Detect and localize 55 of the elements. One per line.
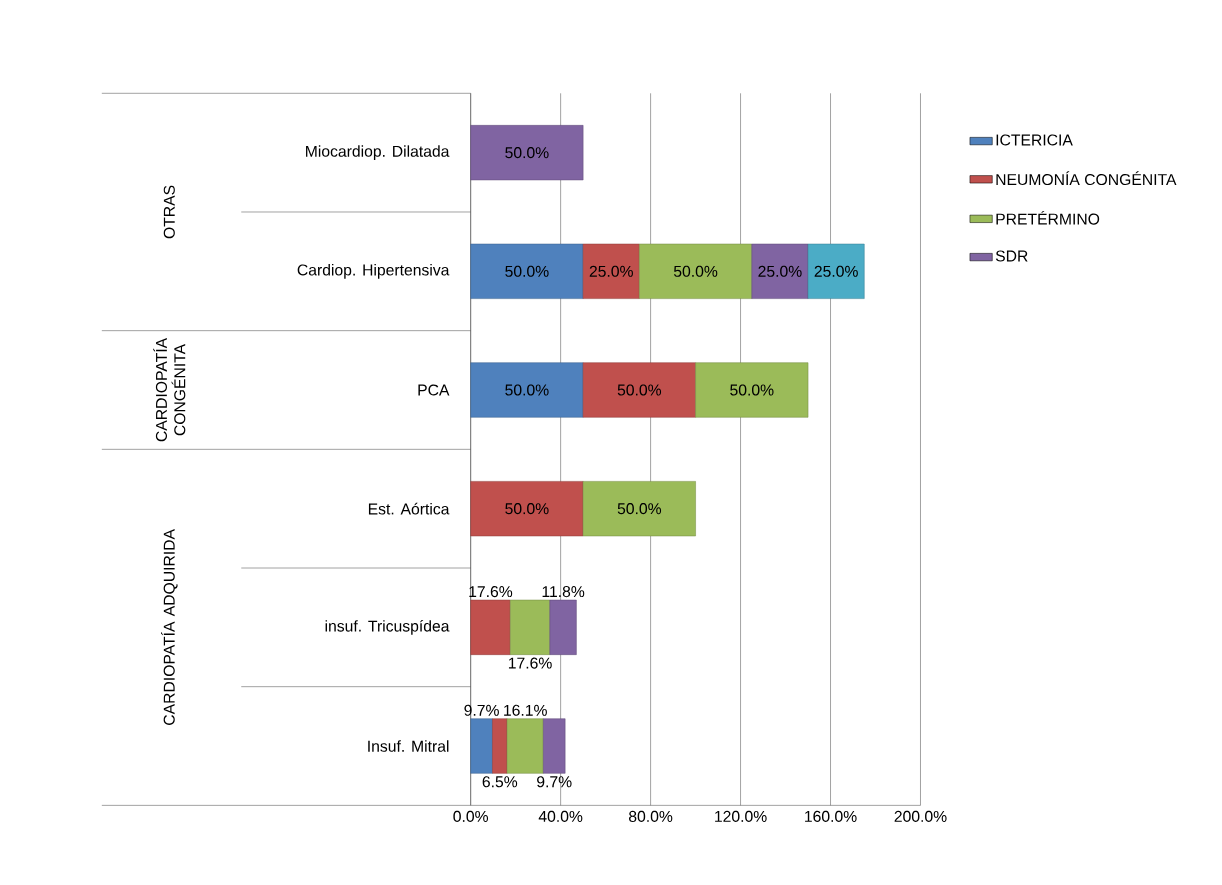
bar: [492, 718, 508, 774]
data-label: 50.0%: [505, 503, 549, 515]
data-label: 25.0%: [758, 265, 802, 277]
data-label: 25.0%: [589, 265, 633, 277]
data-label: 9.7%: [464, 704, 499, 716]
y-tick-label: insuf. Tricuspídea: [325, 619, 450, 635]
data-label: 6.5%: [482, 776, 518, 788]
bar: [639, 243, 753, 299]
bar: [506, 718, 544, 774]
y-tick-label: Insuf. Mitral: [368, 740, 449, 752]
bar: [751, 243, 809, 299]
x-tick-label: 120.0%: [715, 810, 767, 823]
y-tick-label: PCA: [418, 384, 450, 396]
data-label: 50.0%: [617, 384, 662, 396]
data-label: 17.6%: [508, 657, 552, 669]
bar: [807, 243, 865, 299]
data-label: 25.0%: [814, 265, 858, 277]
bar: [582, 362, 696, 418]
x-tick-label: 80.0%: [629, 810, 673, 823]
bar: [510, 599, 551, 655]
data-label: 50.0%: [730, 384, 774, 396]
bar: [695, 362, 809, 418]
bar: [470, 125, 584, 181]
data-label: 50.0%: [505, 265, 549, 277]
x-tick-label: 160.0%: [805, 810, 857, 823]
legend-label: PRETÉRMINO: [996, 210, 1100, 225]
bar: [470, 362, 584, 418]
bar: [470, 481, 584, 537]
y-tick-label: Miocardiop. Dilatada: [306, 145, 450, 161]
data-label: 9.7%: [537, 776, 572, 788]
bar: [582, 243, 640, 299]
y-tick-label: Cardiop. Hipertensiva: [297, 264, 450, 279]
text: OTRAS: [163, 185, 175, 239]
data-label: 16.1%: [504, 704, 547, 716]
x-tick-label: 200.0%: [894, 810, 947, 823]
y-tick-label: Est. Aórtica: [368, 502, 450, 515]
legend-label: SDR: [995, 250, 1028, 262]
bar: [470, 243, 584, 299]
bar: [470, 599, 511, 655]
x-tick-label: 0.0%: [453, 810, 489, 823]
bar: [582, 481, 696, 537]
data-label: 50.0%: [673, 265, 718, 277]
legend-label: ICTERICIA: [996, 134, 1073, 146]
bar: [470, 718, 493, 774]
data-label: 50.0%: [505, 384, 549, 396]
bar: [549, 599, 577, 655]
text: CARDIOPATÍA CONGÉNITA: [153, 337, 186, 442]
data-label: 11.8%: [542, 586, 585, 598]
data-label: 50.0%: [505, 147, 549, 159]
data-label: 50.0%: [617, 503, 662, 515]
text: CARDIOPATÍA ADQUIRIDA: [161, 529, 178, 725]
data-label: 17.6%: [469, 586, 513, 598]
bar: [543, 718, 566, 774]
x-tick-label: 40.0%: [538, 810, 583, 823]
legend-label: NEUMONÍA CONGÉNITA: [996, 171, 1177, 186]
